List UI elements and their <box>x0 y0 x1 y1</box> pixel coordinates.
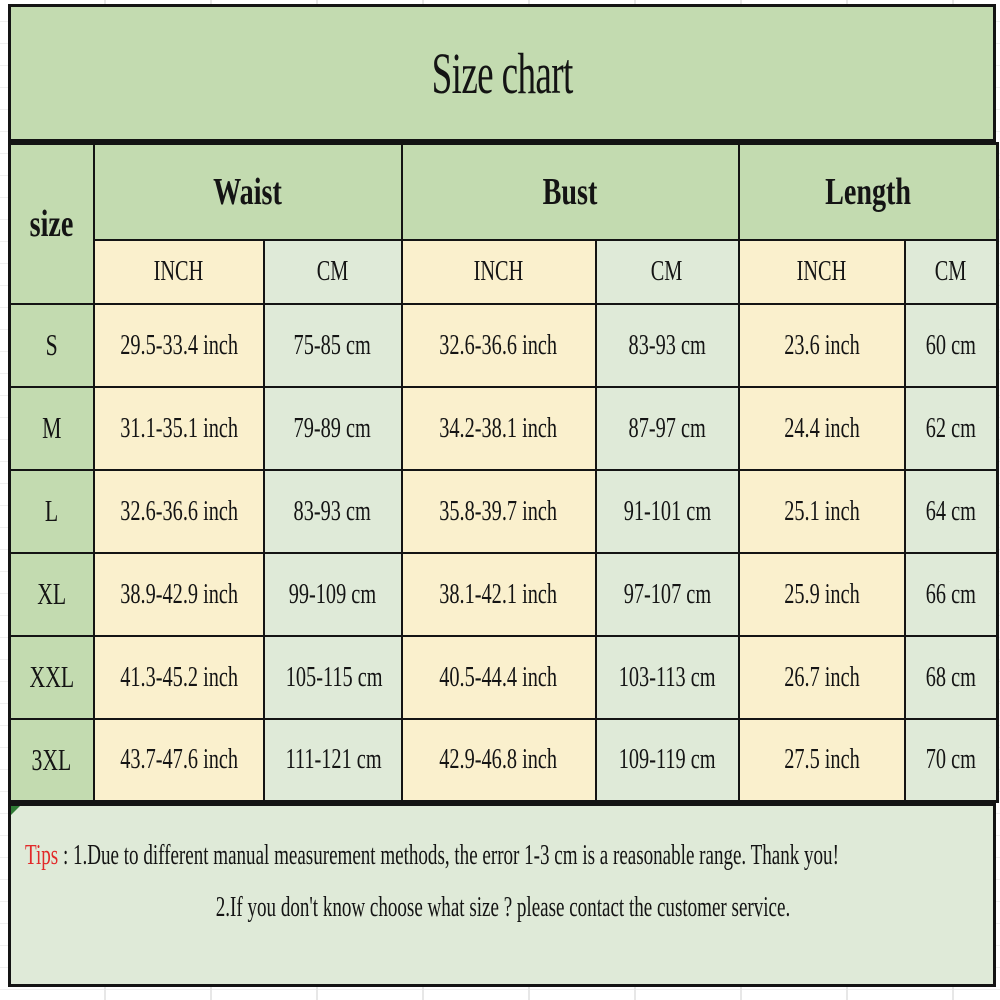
cell-bust-inch: 40.5-44.4 inch <box>400 634 597 720</box>
cell-waist-inch: 31.1-35.1 inch <box>92 385 265 471</box>
size-row-xl: XL 38.9-42.9 inch 99-109 cm 38.1-42.1 in… <box>8 551 999 637</box>
cell-length-cm: 70 cm <box>903 717 999 803</box>
size-column-header: size <box>8 142 95 305</box>
measure-header-bust: Bust <box>400 142 740 241</box>
size-name-cell: XXL <box>8 634 95 720</box>
size-table: size Waist Bust Length INCH CM INCH <box>8 142 1000 803</box>
title-banner: Size chart <box>8 4 996 142</box>
cell-waist-cm: 79-89 cm <box>262 385 403 471</box>
unit-header-waist-cm: CM <box>262 238 403 305</box>
size-name-cell: XL <box>8 551 95 637</box>
cell-length-cm: 60 cm <box>903 302 999 388</box>
page-title: Size chart <box>431 40 574 106</box>
cell-waist-cm: 111-121 cm <box>262 717 403 803</box>
cell-waist-cm: 105-115 cm <box>262 634 403 720</box>
tips-box: Tips : 1.Due to different manual measure… <box>8 803 996 987</box>
cell-waist-cm: 99-109 cm <box>262 551 403 637</box>
size-name-cell: M <box>8 385 95 471</box>
cell-waist-inch: 38.9-42.9 inch <box>92 551 265 637</box>
tips-line-2: 2.If you don't know choose what size ? p… <box>215 892 791 923</box>
cell-waist-cm: 83-93 cm <box>262 468 403 554</box>
cell-comment-marker-icon <box>11 806 20 815</box>
measure-header-length: Length <box>737 142 999 241</box>
cell-length-inch: 27.5 inch <box>737 717 906 803</box>
cell-bust-inch: 32.6-36.6 inch <box>400 302 597 388</box>
size-row-xxl: XXL 41.3-45.2 inch 105-115 cm 40.5-44.4 … <box>8 634 999 720</box>
cell-length-cm: 64 cm <box>903 468 999 554</box>
cell-bust-inch: 42.9-46.8 inch <box>400 717 597 803</box>
cell-bust-cm: 103-113 cm <box>594 634 740 720</box>
cell-bust-cm: 91-101 cm <box>594 468 740 554</box>
cell-length-inch: 25.1 inch <box>737 468 906 554</box>
cell-length-cm: 62 cm <box>903 385 999 471</box>
unit-header-waist-inch: INCH <box>92 238 265 305</box>
size-chart-sheet: Size chart size Waist Bust Length INCH <box>8 4 1000 987</box>
cell-waist-inch: 32.6-36.6 inch <box>92 468 265 554</box>
cell-length-cm: 66 cm <box>903 551 999 637</box>
unit-header-row: INCH CM INCH CM INCH CM <box>10 238 999 305</box>
cell-waist-inch: 29.5-33.4 inch <box>92 302 265 388</box>
tips-line-1: Tips : 1.Due to different manual measure… <box>25 830 839 882</box>
measure-header-waist: Waist <box>92 142 403 241</box>
size-row-s: S 29.5-33.4 inch 75-85 cm 32.6-36.6 inch… <box>8 302 999 388</box>
unit-header-length-inch: INCH <box>737 238 906 305</box>
size-name-cell: S <box>8 302 95 388</box>
size-row-l: L 32.6-36.6 inch 83-93 cm 35.8-39.7 inch… <box>8 468 999 554</box>
measure-header-row: size Waist Bust Length <box>8 142 999 305</box>
cell-length-inch: 25.9 inch <box>737 551 906 637</box>
cell-length-inch: 26.7 inch <box>737 634 906 720</box>
cell-bust-cm: 97-107 cm <box>594 551 740 637</box>
size-name-cell: 3XL <box>8 717 95 803</box>
tips-line-1-text: : 1.Due to different manual measurement … <box>58 840 839 871</box>
size-row-3xl: 3XL 43.7-47.6 inch 111-121 cm 42.9-46.8 … <box>8 717 999 803</box>
cell-bust-cm: 87-97 cm <box>594 385 740 471</box>
cell-bust-inch: 35.8-39.7 inch <box>400 468 597 554</box>
size-name-cell: L <box>8 468 95 554</box>
cell-bust-inch: 34.2-38.1 inch <box>400 385 597 471</box>
size-header-label: size <box>29 202 74 245</box>
size-row-m: M 31.1-35.1 inch 79-89 cm 34.2-38.1 inch… <box>8 385 999 471</box>
cell-bust-cm: 109-119 cm <box>594 717 740 803</box>
cell-length-cm: 68 cm <box>903 634 999 720</box>
unit-header-bust-inch: INCH <box>400 238 597 305</box>
cell-waist-inch: 41.3-45.2 inch <box>92 634 265 720</box>
unit-header-length-cm: CM <box>903 238 999 305</box>
cell-length-inch: 23.6 inch <box>737 302 906 388</box>
cell-waist-cm: 75-85 cm <box>262 302 403 388</box>
cell-bust-inch: 38.1-42.1 inch <box>400 551 597 637</box>
cell-bust-cm: 83-93 cm <box>594 302 740 388</box>
cell-waist-inch: 43.7-47.6 inch <box>92 717 265 803</box>
unit-header-bust-cm: CM <box>594 238 740 305</box>
tips-label: Tips <box>25 840 59 871</box>
cell-length-inch: 24.4 inch <box>737 385 906 471</box>
